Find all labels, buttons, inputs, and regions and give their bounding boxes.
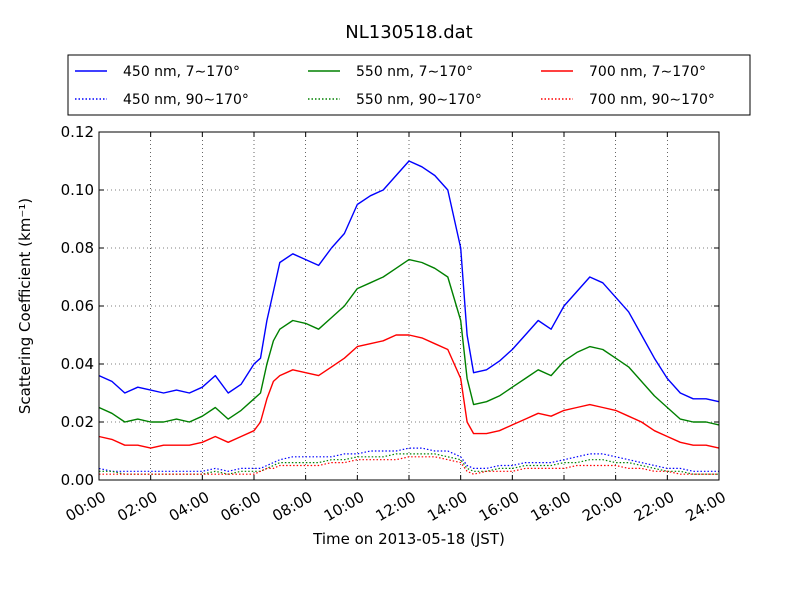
x-axis-label: Time on 2013-05-18 (JST) [312,530,505,548]
x-tick-label: 00:00 [63,488,109,525]
legend-label: 550 nm, 90∼170° [356,92,482,108]
grid [99,132,719,480]
y-tick-label: 0.06 [61,297,94,315]
y-tick-label: 0.04 [61,355,94,373]
x-tick-label: 02:00 [114,488,160,525]
x-tick-label: 20:00 [579,488,625,525]
ticks: 00:00 02:00 04:00 06:00 08:00 10:00 12:00 14:00… [61,123,729,525]
x-tick-label: 24:00 [683,488,729,525]
legend-label: 550 nm, 7∼170° [356,64,473,80]
legend-label: 700 nm, 7∼170° [589,64,706,80]
series-layer [98,160,720,475]
x-tick-label: 18:00 [528,488,574,525]
x-tick-label: 06:00 [218,488,264,525]
x-tick-label: 14:00 [424,488,470,525]
y-tick-label: 0.08 [61,239,94,257]
x-tick-label: 08:00 [269,488,315,525]
legend: 450 nm, 7∼170° 550 nm, 7∼170° 700 nm, 7∼17… [67,54,751,116]
y-tick-label: 0.10 [61,181,94,199]
series-line [98,258,720,426]
legend-label: 700 nm, 90∼170° [589,92,715,108]
x-tick-label: 04:00 [166,488,212,525]
legend-label: 450 nm, 90∼170° [123,92,249,108]
y-tick-label: 0.02 [61,413,94,431]
series-line [99,456,719,475]
series-line [98,334,720,449]
x-tick-label: 22:00 [631,488,677,525]
series-line [98,160,720,403]
y-tick-label: 0.00 [61,471,94,489]
legend-label: 450 nm, 7∼170° [123,64,240,80]
y-axis-label: Scattering Coefficient (km⁻¹) [16,198,34,414]
x-tick-label: 10:00 [321,488,367,525]
chart-title: NL130518.dat [345,22,472,43]
y-tick-label: 0.12 [61,123,94,141]
x-tick-label: 12:00 [373,488,419,525]
legend-frame [67,54,751,116]
x-tick-label: 16:00 [476,488,522,525]
